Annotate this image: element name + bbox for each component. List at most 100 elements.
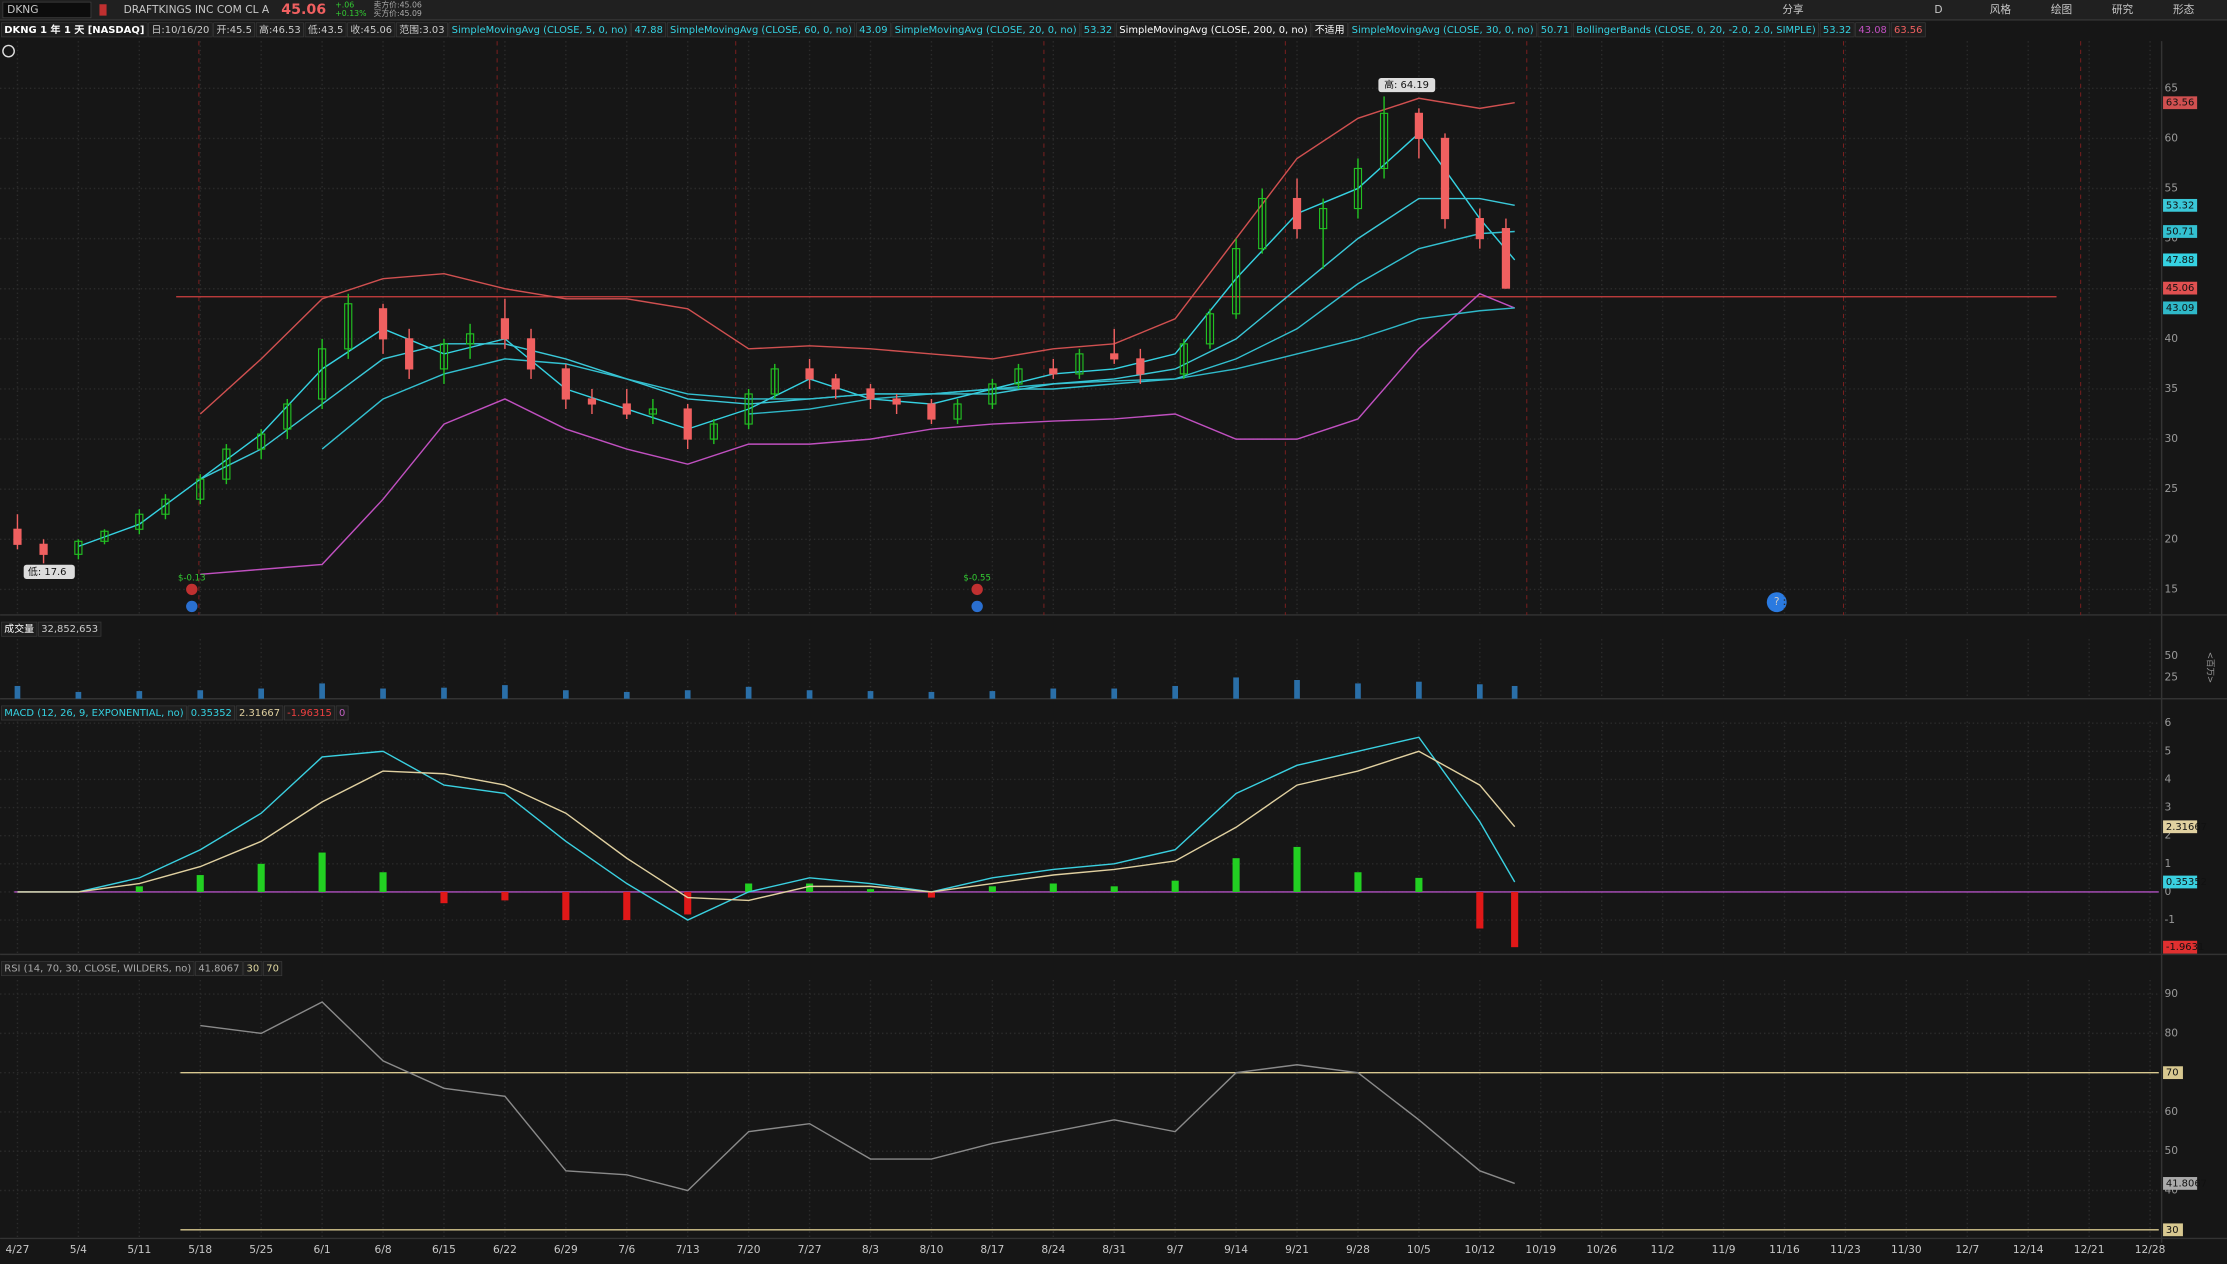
volume-bar [1233,677,1239,699]
header-cell [304,22,347,38]
header-cell [1116,22,1311,38]
axis-value-box [2163,875,2198,889]
x-tick-label: 10/12 [1464,1243,1495,1256]
x-tick-label: 12/28 [2135,1243,2166,1256]
header-cell [213,22,256,38]
candle-body [39,543,48,555]
volume-bar [1416,681,1422,699]
header-cell [187,705,236,721]
header-text: SimpleMovingAvg (CLOSE, 60, 0, no) [670,25,852,36]
histogram-bar [379,872,387,892]
candle-body [866,388,875,400]
level-box [2163,1223,2183,1237]
header-cell [1890,22,1926,38]
style-button[interactable]: 风格 [1990,3,2012,16]
candle-body [988,383,997,405]
header-text: 50.71 [1541,25,1569,36]
pattern-button[interactable]: 形态 [2173,3,2195,16]
header-text: DKNG 1 年 1 天 [NASDAQ] [4,23,144,36]
volume-bar [1511,685,1518,699]
candle-body [1014,368,1023,385]
header-cell [1348,22,1537,38]
header-cell [1537,22,1573,38]
flag[interactable] [99,4,107,16]
histogram-bar [1110,886,1118,892]
axis-value-box [2163,253,2198,267]
y-tick-label: 65 [2164,81,2178,94]
candle-body [465,333,475,345]
candle-body [622,403,631,415]
header-text: 0 [339,708,345,719]
aggregation[interactable]: D [1934,3,1942,16]
histogram-bar [806,883,814,892]
histogram-bar [1476,891,1484,929]
histogram-bar [988,886,996,892]
candle-body [13,528,22,545]
histogram-bar [196,875,204,892]
bid: 买方价:45.09 [374,8,422,18]
header-cell [335,705,349,721]
histogram-bar [1511,891,1519,948]
symbol[interactable]: DKNG [7,3,38,16]
draw-button[interactable]: 绘图 [2051,3,2072,16]
toolbar [0,0,2227,20]
y-tick-label: 15 [2164,582,2178,595]
axis-value-label: 45.06 [2166,283,2194,294]
header-cell [855,22,891,38]
x-tick-label: 6/1 [314,1243,331,1256]
ask: 卖方价:45.06 [374,0,422,10]
earnings-icon [971,600,983,613]
study-button[interactable]: 研究 [2112,3,2134,16]
header-text: 53.32 [1823,25,1851,36]
indicator-line [200,1001,1515,1192]
header-cell [1573,22,1819,38]
header-text: -1.96315 [287,708,332,719]
volume-bar [563,690,569,699]
y-tick-label: 0 [2164,885,2171,898]
histogram-bar [1171,880,1179,892]
help-icon[interactable] [1766,592,1787,613]
candle-body [222,448,231,480]
help-mark[interactable]: ? [1774,595,1780,608]
moving-average [321,230,1515,450]
header-text: 70 [266,964,279,975]
header-text: 日:10/16/20 [151,25,209,36]
level-label: 70 [2166,1068,2179,1079]
header-text: SimpleMovingAvg (CLOSE, 200, 0, no) [1119,25,1307,36]
candle-body [439,343,449,370]
x-tick-label: 11/30 [1891,1243,1922,1256]
histogram-bar [684,891,692,915]
y-tick-label: 6 [2164,716,2171,729]
symbol-box[interactable] [2,1,92,19]
axis-value-box [2163,820,2198,834]
header-text: 32,852,653 [41,624,98,635]
share-button[interactable]: 分享 [1782,3,1804,16]
y-tick-label: 4 [2164,772,2171,785]
volume-bar [441,687,447,699]
candle-body [257,433,266,450]
header-text: 收:45.06 [350,23,392,36]
candle-body [1110,353,1119,360]
x-tick-label: 5/11 [127,1243,151,1256]
x-tick-label: 5/25 [249,1243,273,1256]
bollinger-upper [199,97,1515,415]
x-tick-label: 6/15 [432,1243,456,1256]
x-tick-label: 6/8 [374,1243,391,1256]
indicator-line [17,736,1516,921]
x-tick-label: 8/31 [1102,1243,1126,1256]
header-cell [1,22,148,38]
candle-body [744,393,753,425]
candle-body [953,403,962,420]
x-tick-label: 8/17 [980,1243,1004,1256]
header-text: SimpleMovingAvg (CLOSE, 30, 0, no) [1352,25,1534,36]
x-tick-label: 6/29 [554,1243,578,1256]
x-tick-label: 7/20 [737,1243,761,1256]
histogram-bar [623,891,631,921]
volume-bar [380,688,386,699]
candle-body [587,398,597,405]
alert-icon[interactable] [2,44,15,58]
candle-body [283,403,292,430]
header-cell [631,22,667,38]
candle-body [74,540,83,555]
